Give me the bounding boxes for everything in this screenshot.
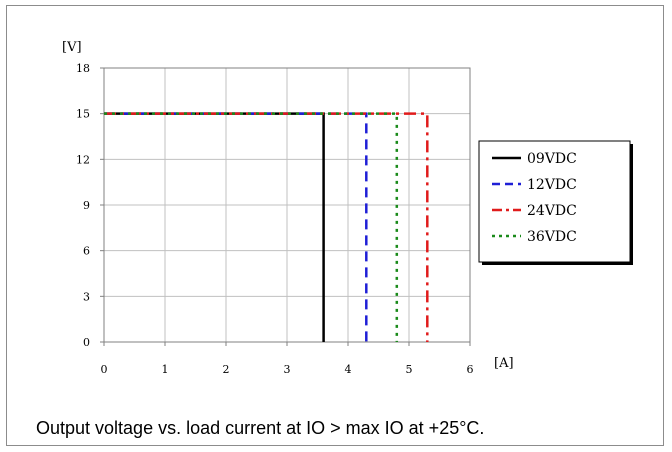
y-tick-label: 12 (76, 153, 90, 166)
y-tick-label: 15 (76, 108, 90, 121)
legend: 09VDC 12VDC 24VDC 36VDC (478, 140, 633, 265)
y-tick-label: 9 (83, 199, 90, 212)
series-line-12vdc (104, 112, 368, 342)
x-tick-label: 6 (467, 363, 474, 376)
legend-label: 12VDC (527, 177, 577, 193)
legend-box (478, 140, 631, 263)
series-line-09vdc (104, 112, 325, 342)
y-tick-label: 0 (83, 336, 90, 349)
series-line-24vdc (104, 112, 429, 342)
x-axis-label: [A] (494, 356, 514, 371)
y-tick-label: 3 (83, 290, 90, 303)
x-tick-label: 3 (284, 363, 291, 376)
figure-caption: Output voltage vs. load current at IO > … (36, 418, 485, 438)
x-tick-label: 4 (345, 363, 352, 376)
series-line-36vdc (104, 112, 399, 342)
legend-label: 09VDC (527, 151, 577, 167)
y-axis-label: [V] (62, 40, 82, 55)
y-tick-label: 6 (83, 245, 90, 258)
x-tick-label: 1 (162, 363, 169, 376)
y-tick-labels: 0 3 6 9 12 15 18 (76, 62, 104, 349)
x-tick-labels: 0 1 2 3 4 5 6 (101, 342, 474, 376)
legend-label: 24VDC (527, 203, 577, 219)
x-tick-label: 5 (406, 363, 413, 376)
legend-label: 36VDC (527, 229, 577, 245)
y-tick-label: 18 (76, 62, 90, 75)
x-tick-label: 2 (223, 363, 230, 376)
x-tick-label: 0 (101, 363, 108, 376)
series-lines (104, 112, 429, 342)
grid-lines (104, 68, 470, 342)
